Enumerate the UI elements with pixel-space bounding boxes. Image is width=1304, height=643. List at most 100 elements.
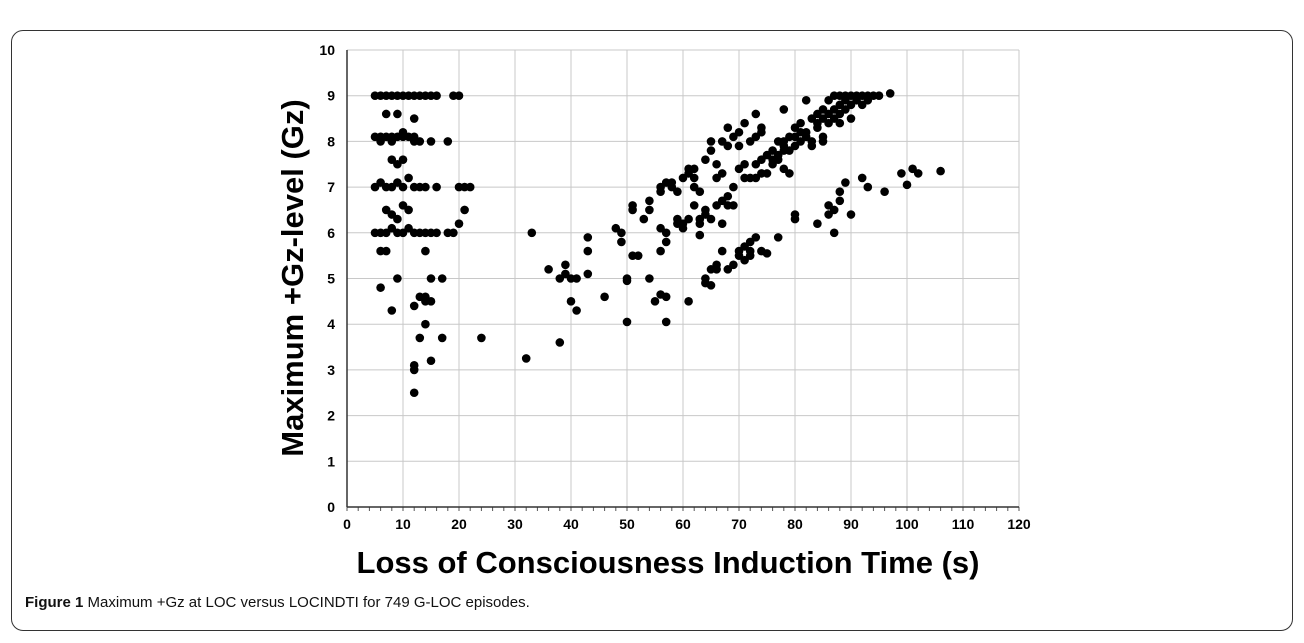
- data-point: [426, 297, 436, 306]
- data-point: [801, 95, 811, 105]
- data-point: [880, 187, 889, 196]
- x-tick-label: 10: [395, 516, 411, 532]
- data-point: [650, 297, 660, 306]
- data-point: [689, 173, 699, 183]
- data-point: [701, 155, 710, 164]
- data-point: [645, 196, 654, 206]
- data-point: [393, 159, 402, 169]
- data-point: [751, 233, 761, 242]
- data-point: [762, 249, 772, 258]
- data-point: [421, 182, 430, 192]
- y-tick-label: 8: [327, 133, 335, 149]
- data-point: [617, 237, 626, 247]
- data-point: [426, 274, 436, 283]
- x-tick-label: 90: [843, 516, 859, 532]
- axes: [346, 50, 1020, 511]
- data-point: [527, 228, 537, 238]
- x-tick-label: 40: [563, 516, 579, 532]
- data-point: [712, 159, 721, 169]
- data-point: [751, 109, 761, 119]
- data-point: [661, 292, 671, 302]
- data-point: [897, 169, 906, 178]
- data-point: [661, 237, 671, 247]
- data-point: [381, 109, 391, 119]
- data-point: [706, 137, 716, 146]
- data-point: [583, 269, 593, 279]
- y-tick-label: 1: [327, 453, 335, 469]
- data-point: [902, 180, 912, 190]
- data-point: [813, 123, 822, 132]
- figure-label: Figure 1: [25, 594, 84, 611]
- y-tick-label: 0: [327, 499, 335, 515]
- data-point: [745, 251, 755, 260]
- data-point: [639, 214, 649, 224]
- data-point: [723, 141, 733, 151]
- x-tick-label: 120: [1007, 516, 1031, 532]
- data-point: [426, 137, 436, 146]
- data-point: [829, 205, 839, 215]
- x-tick-label: 50: [619, 516, 635, 532]
- y-tick-label: 9: [327, 88, 335, 104]
- data-point: [729, 182, 738, 192]
- data-point: [695, 219, 705, 228]
- data-point: [885, 89, 895, 98]
- data-point: [706, 281, 716, 290]
- data-point: [661, 228, 671, 238]
- data-point: [689, 201, 699, 210]
- data-point: [393, 274, 402, 283]
- data-point: [773, 155, 783, 164]
- data-point: [656, 246, 665, 256]
- data-point: [857, 173, 867, 183]
- data-point: [874, 91, 884, 100]
- data-point: [437, 333, 447, 343]
- data-point: [734, 141, 744, 151]
- data-point: [409, 388, 419, 398]
- data-point: [600, 292, 609, 302]
- y-tick-labels: 0 1 2 3 4 5 6 7 8 9 10: [319, 42, 335, 515]
- data-point: [717, 246, 727, 256]
- data-point: [555, 338, 565, 347]
- data-point: [717, 169, 727, 178]
- data-point: [465, 182, 475, 192]
- x-tick-label: 0: [343, 516, 351, 532]
- data-point: [740, 118, 749, 128]
- data-point: [785, 169, 794, 178]
- y-tick-label: 5: [327, 271, 335, 287]
- y-tick-label: 7: [327, 179, 335, 195]
- data-point: [729, 201, 738, 210]
- data-point: [437, 274, 447, 283]
- data-point: [723, 191, 733, 201]
- data-point: [521, 354, 531, 363]
- data-point: [757, 127, 766, 137]
- x-tick-label: 110: [952, 516, 975, 532]
- data-point: [409, 114, 419, 123]
- data-point: [622, 317, 632, 327]
- data-point: [673, 187, 682, 196]
- data-point: [936, 166, 945, 176]
- data-point: [572, 274, 581, 283]
- data-point: [706, 214, 716, 224]
- data-point: [835, 187, 845, 196]
- data-point: [712, 265, 721, 274]
- y-tick-label: 10: [319, 42, 335, 58]
- data-point: [695, 230, 705, 240]
- data-point: [796, 118, 805, 128]
- data-point: [813, 219, 822, 228]
- data-point: [393, 214, 402, 224]
- x-tick-label: 60: [675, 516, 691, 532]
- figure-caption: Figure 1 Maximum +Gz at LOC versus LOCIN…: [25, 594, 530, 611]
- data-point: [404, 173, 413, 183]
- data-point: [421, 246, 430, 256]
- data-point: [409, 301, 419, 311]
- data-point: [454, 219, 464, 228]
- x-tick-label: 30: [507, 516, 523, 532]
- data-point: [729, 260, 738, 270]
- data-point: [387, 306, 397, 315]
- data-point: [398, 182, 408, 192]
- y-tick-label: 4: [327, 316, 335, 332]
- figure-caption-text: Maximum +Gz at LOC versus LOCINDTI for 7…: [87, 594, 530, 611]
- data-point: [617, 228, 626, 238]
- data-point: [661, 317, 671, 327]
- data-point: [409, 365, 419, 375]
